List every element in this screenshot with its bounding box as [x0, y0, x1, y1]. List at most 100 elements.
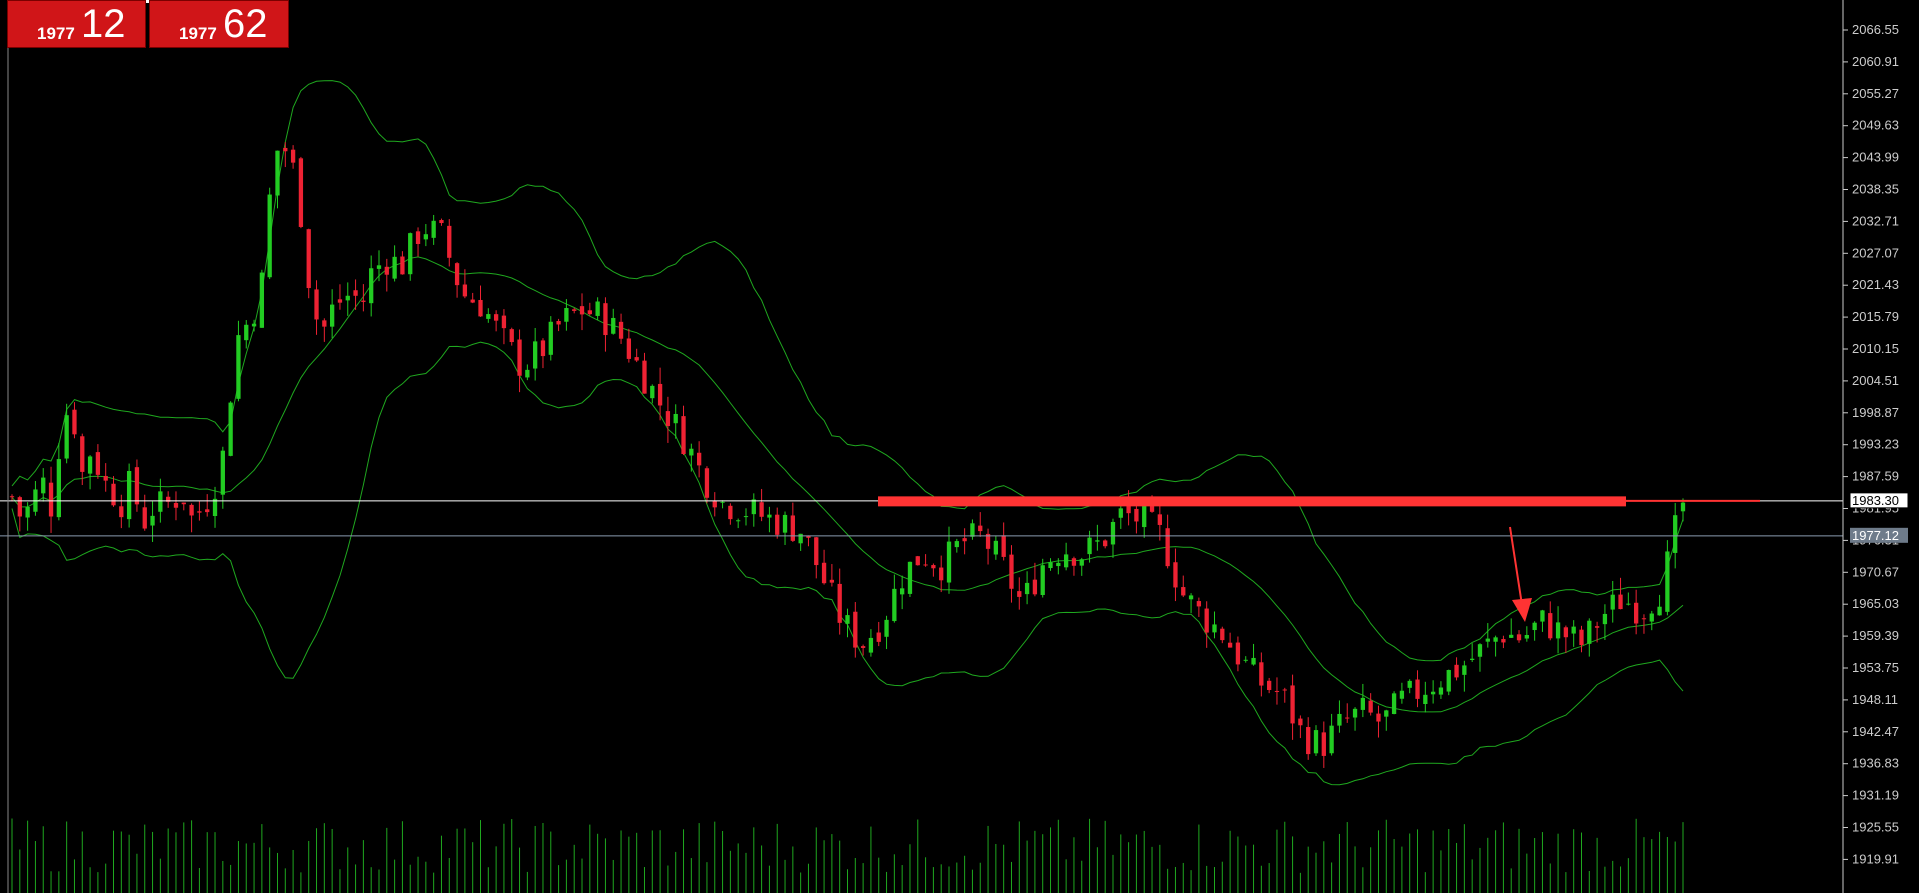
bear-candle — [1321, 721, 1326, 768]
candle-body — [251, 323, 257, 327]
bull-candle — [595, 297, 600, 321]
candle-body — [907, 561, 913, 594]
bull-candle — [1040, 558, 1045, 598]
candle-body — [1079, 559, 1084, 566]
bull-candle — [41, 468, 46, 502]
candle-body — [642, 360, 647, 394]
candle-body — [173, 502, 179, 508]
candle-body — [283, 147, 288, 152]
candle-body — [447, 225, 452, 258]
bear-candle — [587, 302, 592, 316]
bear-candle — [197, 501, 202, 521]
candle-body — [259, 272, 265, 328]
candle-body — [1345, 717, 1350, 719]
bull-candle — [244, 320, 249, 349]
bull-candle — [392, 245, 397, 282]
tick-label: 1998.87 — [1852, 405, 1899, 420]
candle-body — [1087, 537, 1092, 555]
candle-body — [876, 632, 881, 642]
bull-candle — [1665, 540, 1670, 616]
candle-body — [634, 357, 639, 361]
bear-candle — [142, 494, 147, 531]
bear-candle — [80, 433, 85, 486]
bear-candle — [493, 310, 499, 332]
ask-quote-box[interactable]: 1977 62 — [149, 0, 289, 48]
tick-label: 2004.51 — [1852, 373, 1899, 388]
bull-candle — [1493, 635, 1498, 657]
candle-body — [1165, 528, 1170, 567]
candle-body — [704, 468, 710, 498]
candle-body — [1306, 727, 1311, 755]
tick-label: 1953.75 — [1852, 660, 1899, 675]
candle-body — [1423, 694, 1428, 705]
bear-candle — [1173, 548, 1178, 602]
bear-candle — [978, 512, 983, 537]
bull-candle — [970, 519, 975, 540]
tick-label: 2032.71 — [1852, 213, 1899, 228]
bull-candle — [1602, 604, 1608, 641]
bollinger-lower-band — [11, 341, 1684, 786]
bear-candle — [1181, 575, 1186, 598]
candle-body — [384, 266, 389, 275]
bid-quote-box[interactable]: 1977 12 — [7, 0, 146, 48]
bear-candle — [384, 258, 389, 292]
bull-candle — [1438, 681, 1444, 699]
candle-body — [1196, 601, 1202, 607]
candle-body — [618, 321, 624, 339]
bull-candle — [720, 500, 725, 509]
candle-body — [517, 339, 522, 376]
candle-body — [314, 289, 319, 320]
bull-candle — [689, 443, 694, 472]
candle-body — [572, 309, 577, 311]
bear-candle — [1157, 503, 1162, 541]
candle-body — [1063, 554, 1069, 568]
candle-body — [369, 268, 374, 304]
candle-body — [166, 496, 171, 502]
bear-candle — [290, 145, 296, 169]
bull-candle — [782, 511, 788, 546]
tick-label: 2010.15 — [1852, 341, 1899, 356]
tick-label: 1987.59 — [1852, 469, 1899, 484]
bear-candle — [860, 644, 866, 656]
bull-candle — [845, 608, 850, 638]
candle-body — [493, 314, 499, 321]
bull-candle — [1470, 643, 1475, 662]
bull-candle — [236, 320, 241, 402]
candle-body — [1267, 680, 1272, 690]
candle-body — [1360, 697, 1366, 710]
candle-body — [564, 308, 569, 322]
tick-label: 1970.67 — [1852, 564, 1899, 579]
bear-candle — [579, 293, 585, 331]
candle-body — [1618, 594, 1623, 610]
bull-candle — [525, 364, 530, 381]
candle-body — [1602, 613, 1608, 625]
bear-candle — [1634, 589, 1639, 635]
bull-candle — [1188, 593, 1194, 614]
bear-candle — [665, 396, 671, 443]
candle-body — [361, 300, 366, 302]
bear-candle — [1345, 703, 1350, 723]
bull-candle — [1352, 707, 1358, 731]
bull-candle — [259, 269, 265, 328]
candle-body — [1477, 644, 1483, 657]
bull-candle — [1118, 502, 1123, 529]
candle-body — [353, 290, 358, 296]
bull-candle — [868, 629, 874, 657]
candle-body — [985, 533, 991, 549]
candle-body — [728, 505, 733, 520]
bull-candle — [87, 455, 93, 490]
candle-body — [900, 588, 905, 595]
candle-body — [1415, 679, 1420, 699]
bear-candle — [618, 313, 624, 344]
bull-candle — [33, 481, 38, 516]
bear-candle — [728, 503, 733, 525]
bull-candle — [1626, 592, 1631, 606]
bear-candle — [400, 251, 405, 275]
bear-candle — [704, 466, 710, 504]
bear-candle — [306, 228, 311, 299]
candle-body — [696, 452, 702, 466]
bear-candle — [189, 503, 194, 533]
candle-body — [1516, 634, 1522, 641]
bull-candle — [993, 535, 999, 560]
